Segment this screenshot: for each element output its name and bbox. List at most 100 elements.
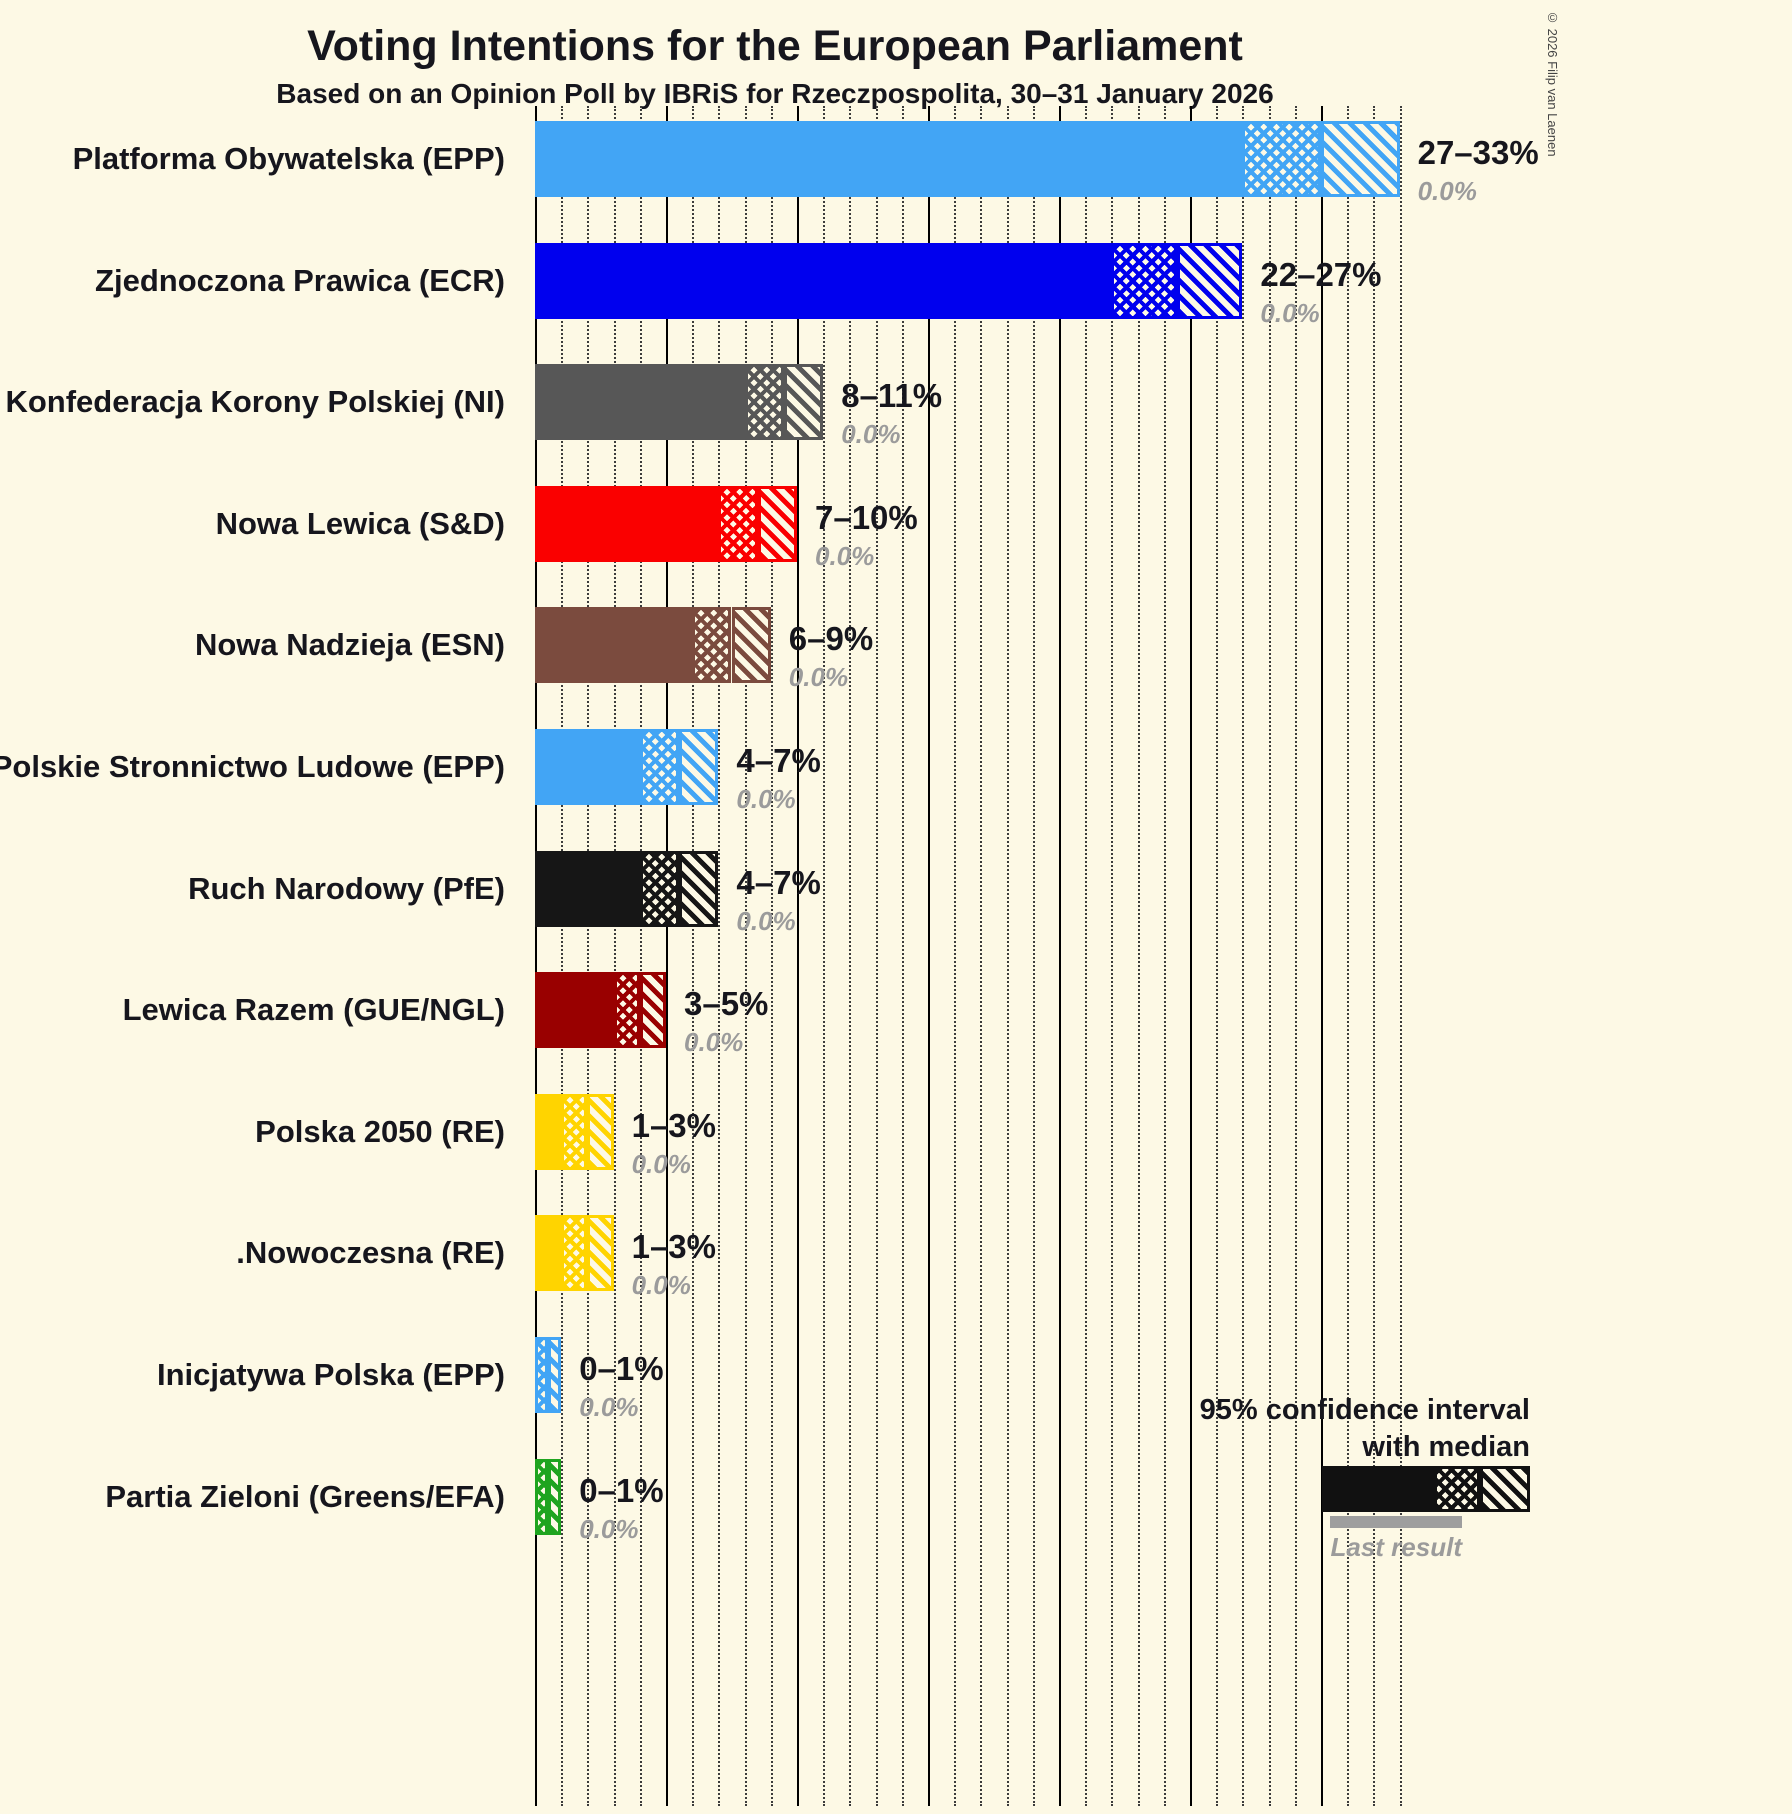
bar-crosshatch-segment [1111,242,1177,319]
bar-solid-segment [535,1093,562,1170]
minor-gridline [1085,106,1088,1806]
bar-crosshatch-segment [613,972,640,1049]
bar-diagonal-segment [548,1337,562,1413]
legend-ci-label-line1: 95% confidence interval [1199,1394,1530,1426]
minor-gridline [1399,106,1402,1806]
legend-solid-segment [1322,1466,1434,1512]
party-label: Polska 2050 (RE) [255,1113,505,1149]
bar-crosshatch-segment [561,1215,588,1292]
bar-labels: 4–7% 0.0% [736,863,820,937]
bar-diagonal-segment [1321,121,1400,197]
last-result-value: 0.0% [736,784,796,814]
party-label: Nowa Nadzieja (ESN) [194,627,505,663]
party-row: Nowa Lewica (S&D) 7–10% 0.0% [0,463,1792,585]
bar-crosshatch-segment [639,729,680,805]
major-gridline [1321,106,1323,1806]
last-result-value: 0.0% [788,662,849,693]
bar-diagonal-segment [1176,242,1243,319]
last-result-value: 0.0% [815,540,875,571]
legend-sample-bar [1322,1466,1530,1512]
legend-crosshatch-segment [1434,1466,1480,1512]
minor-gridline [980,106,983,1806]
bar-diagonal-segment [548,1458,562,1535]
bar-solid-segment [535,607,693,684]
bar-labels: 27–33% 0.0% [1418,133,1539,207]
bar-solid-segment [535,850,640,927]
party-row: .Nowoczesna (RE) 1–3% 0.0% [0,1192,1792,1314]
range-label: 8–11% [841,377,943,415]
bar-crosshatch-segment [744,364,784,441]
bar-labels: 22–27% 0.0% [1260,255,1381,329]
range-label: 1–3% [631,1106,716,1144]
bar-solid-segment [535,364,745,441]
bar-chart: Platforma Obywatelska (EPP) 27–33% 0.0% … [0,98,1792,1558]
bar-diagonal-segment [679,729,719,805]
bar-labels: 1–3% 0.0% [632,1227,716,1301]
legend-diagonal-segment [1480,1466,1530,1512]
party-row: Inicjatywa Polska (EPP) 0–1% 0.0% [0,1314,1792,1436]
party-label: Nowa Lewica (S&D) [215,505,505,541]
party-label: Partia Zieloni (Greens/EFA) [105,1478,505,1514]
bar-crosshatch-segment [535,1337,549,1413]
bar-labels: 0–1% 0.0% [579,1471,663,1545]
range-label: 27–33% [1417,134,1539,171]
chart-title: Voting Intentions for the European Parli… [307,22,1243,70]
minor-gridline [587,106,590,1806]
copyright-note: © 2026 Filip van Laenen [1545,10,1560,157]
bar-diagonal-segment [587,1093,614,1170]
party-label: Zjednoczona Prawica (ECR) [95,262,505,298]
last-result-value: 0.0% [1260,297,1320,328]
minor-gridline [1032,106,1035,1806]
gridlines [535,106,1455,1806]
bar-solid-segment [535,729,640,805]
bar-labels: 7–10% 0.0% [815,498,918,572]
minor-gridline [770,106,773,1806]
bar-labels: 4–7% 0.0% [736,741,820,815]
legend-ci-label-line2: with median [1362,1431,1530,1463]
major-gridline [1190,106,1192,1806]
major-gridline [666,106,668,1806]
minor-gridline [901,106,904,1806]
party-row: Nowa Nadzieja (ESN) 6–9% 0.0% [0,584,1792,706]
bar-labels: 6–9% 0.0% [789,619,873,693]
bar-crosshatch-segment [692,607,732,684]
party-row: Ruch Narodowy (PfE) 4–7% 0.0% [0,828,1792,950]
minor-gridline [1347,106,1350,1806]
minor-gridline [1268,106,1271,1806]
major-gridline [1059,106,1061,1806]
party-row: Zjednoczona Prawica (ECR) 22–27% 0.0% [0,220,1792,342]
minor-gridline [1216,106,1219,1806]
bar-solid-segment [535,972,614,1049]
party-row: Konfederacja Korony Polskiej (NI) 8–11% … [0,341,1792,463]
party-row: Platforma Obywatelska (EPP) 27–33% 0.0% [0,98,1792,220]
range-label: 4–7% [736,863,821,901]
major-gridline [535,106,537,1806]
range-label: 22–27% [1260,255,1382,293]
last-result-value: 0.0% [631,1270,691,1301]
bar-diagonal-segment [587,1215,614,1292]
minor-gridline [718,106,721,1806]
bar-crosshatch-segment [535,1458,549,1535]
party-row: Partia Zieloni (Greens/EFA) 0–1% 0.0% [0,1436,1792,1558]
bar-diagonal-segment [679,850,719,927]
chart-subtitle: Based on an Opinion Poll by IBRiS for Rz… [276,78,1274,109]
bar-crosshatch-segment [561,1093,588,1170]
party-label: Platforma Obywatelska (EPP) [72,141,505,176]
bar-labels: 8–11% 0.0% [841,376,942,450]
minor-gridline [692,106,695,1806]
minor-gridline [954,106,957,1806]
range-label: 3–5% [684,985,769,1023]
minor-gridline [1373,106,1376,1806]
party-row: Lewica Razem (GUE/NGL) 3–5% 0.0% [0,949,1792,1071]
minor-gridline [875,106,878,1806]
last-result-value: 0.0% [579,1392,639,1422]
range-label: 1–3% [631,1228,716,1266]
minor-gridline [1242,106,1245,1806]
range-label: 0–1% [579,1350,664,1387]
minor-gridline [1163,106,1166,1806]
party-row: Polska 2050 (RE) 1–3% 0.0% [0,1071,1792,1193]
party-label: .Nowoczesna (RE) [236,1235,505,1271]
party-label: Inicjatywa Polska (EPP) [156,1357,505,1392]
range-label: 6–9% [788,620,874,658]
